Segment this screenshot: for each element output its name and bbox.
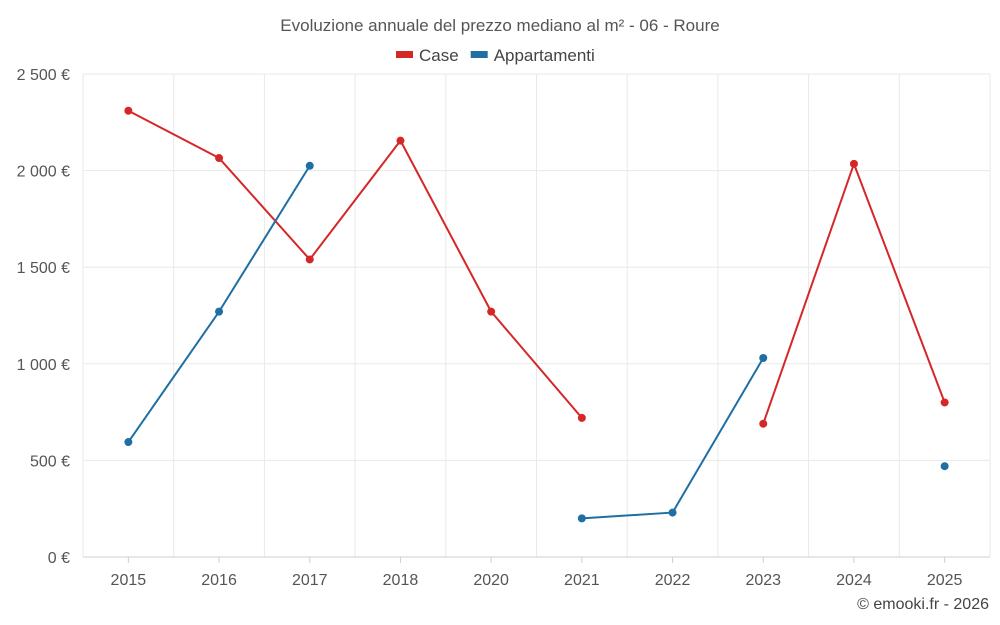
chart-title: Evoluzione annuale del prezzo mediano al… — [280, 16, 719, 35]
legend-swatch — [470, 51, 488, 58]
y-tick-label: 1 500 € — [17, 260, 70, 277]
series-line — [127, 109, 583, 419]
data-point[interactable] — [668, 508, 677, 517]
x-tick-label: 2024 — [836, 572, 872, 589]
y-tick-label: 2 500 € — [17, 67, 70, 84]
data-point[interactable] — [759, 354, 768, 363]
y-tick-label: 0 € — [48, 550, 70, 567]
x-tick-label: 2023 — [745, 572, 781, 589]
axes: 0 € 500 € 1 000 € 1 500 € 2 000 € 2 500 € 2015… — [17, 67, 990, 589]
data-point[interactable] — [215, 307, 224, 316]
series-layer — [124, 106, 949, 523]
data-point[interactable] — [215, 154, 224, 163]
legend-label[interactable]: Appartamenti — [494, 46, 595, 65]
x-tick-label: 2017 — [292, 572, 328, 589]
data-point[interactable] — [305, 255, 314, 264]
data-point[interactable] — [940, 462, 949, 471]
x-tick-label: 2016 — [201, 572, 237, 589]
y-tick-label: 1 000 € — [17, 357, 70, 374]
data-point[interactable] — [487, 307, 496, 316]
data-point[interactable] — [305, 161, 314, 170]
x-tick-label: 2018 — [383, 572, 419, 589]
legend-label[interactable]: Case — [419, 46, 459, 65]
series-case — [124, 106, 949, 428]
y-tick-label: 500 € — [30, 453, 70, 470]
series-line — [762, 162, 946, 425]
data-point[interactable] — [124, 106, 133, 115]
x-tick-label: 2015 — [111, 572, 147, 589]
data-point[interactable] — [124, 438, 133, 447]
x-tick-label: 2020 — [473, 572, 509, 589]
data-point[interactable] — [759, 419, 768, 428]
gridlines — [82, 73, 991, 557]
legend-swatch — [396, 51, 413, 58]
x-tick-label: 2022 — [655, 572, 691, 589]
series-appartamenti — [124, 161, 949, 523]
data-point[interactable] — [577, 413, 586, 422]
legend: Case Appartamenti — [396, 46, 595, 65]
series-line — [127, 165, 311, 443]
x-tick-label: 2021 — [564, 572, 600, 589]
credit-text: © emooki.fr - 2026 — [857, 596, 989, 613]
data-point[interactable] — [577, 514, 586, 523]
y-tick-label: 2 000 € — [17, 164, 70, 181]
data-point[interactable] — [940, 398, 949, 407]
data-point[interactable] — [849, 159, 858, 168]
data-point[interactable] — [396, 136, 405, 145]
x-tick-label: 2025 — [927, 572, 963, 589]
series-line — [581, 357, 765, 520]
